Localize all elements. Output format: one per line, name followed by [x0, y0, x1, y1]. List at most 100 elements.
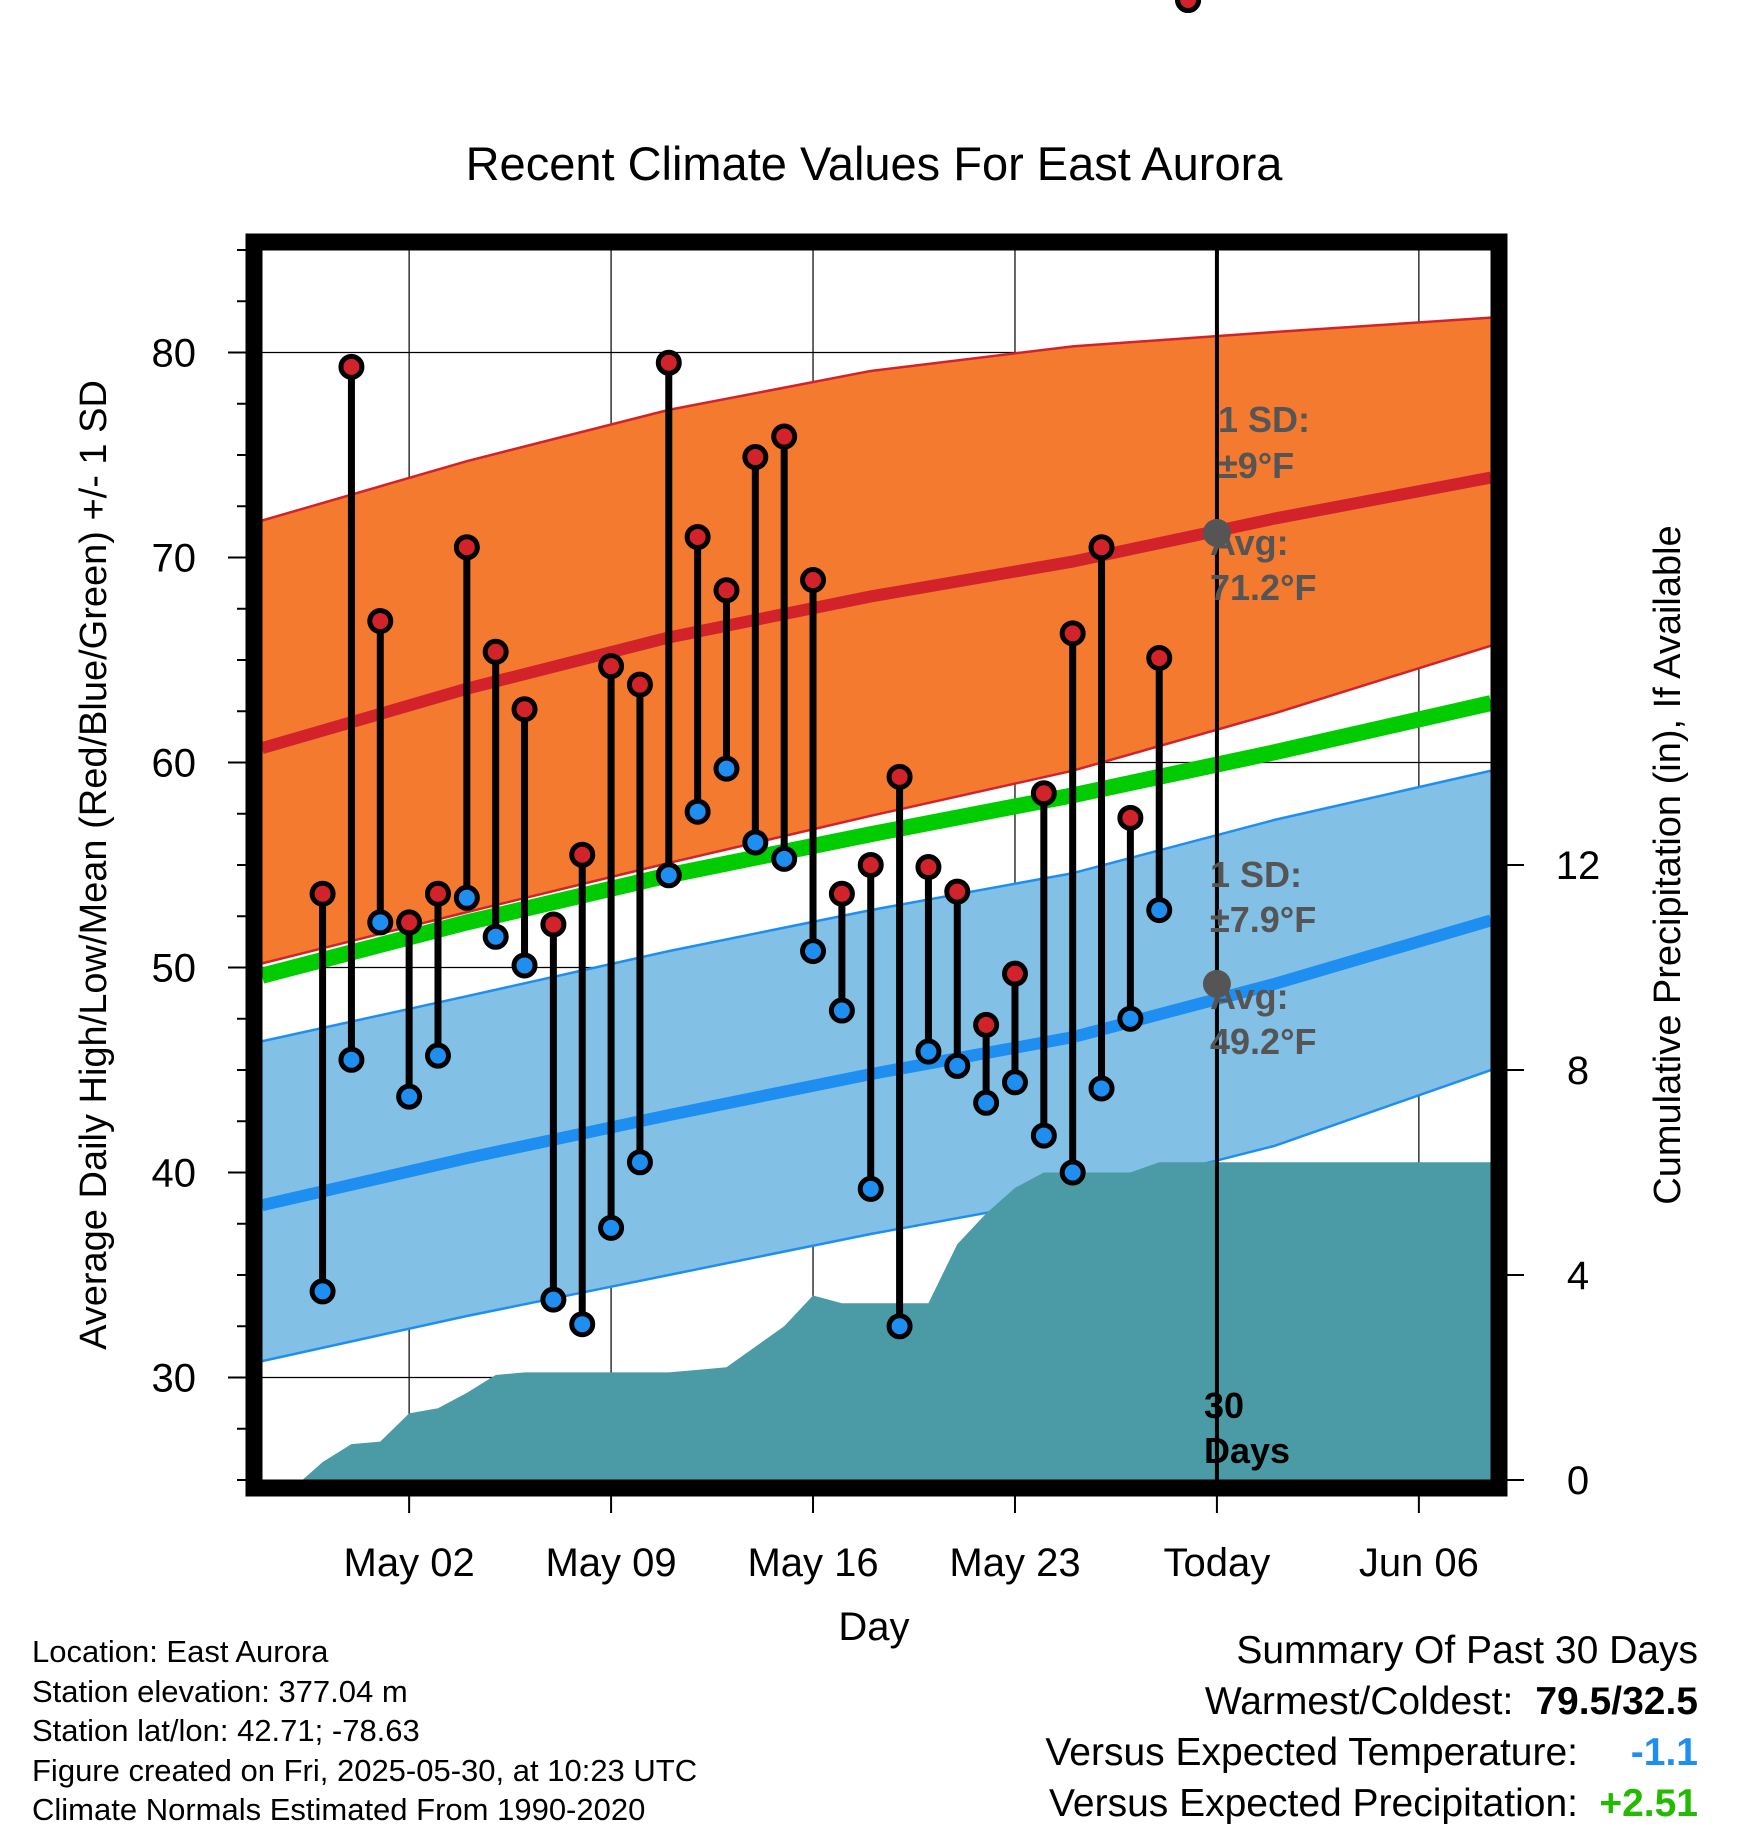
- annotation-low-avg: 49.2°F: [1210, 1021, 1316, 1062]
- high-sd-lower-edge: [262, 644, 1491, 965]
- latlon-text: Station lat/lon: 42.71; -78.63: [32, 1713, 420, 1748]
- low-temp-marker: [453, 884, 480, 911]
- plot-frame: [245, 233, 1508, 1497]
- x-tick-label: Jun 06: [1359, 1541, 1479, 1585]
- high-temp-marker: [713, 577, 740, 604]
- low-temp-marker: [915, 1038, 942, 1065]
- y2-tick-label: 8: [1567, 1049, 1589, 1093]
- low-temp-marker: [309, 1278, 336, 1305]
- low-temp-marker: [396, 1083, 423, 1110]
- high-temp-marker: [684, 524, 711, 550]
- high-temp-marker: [453, 534, 480, 561]
- precip-value: +2.51: [1599, 1782, 1698, 1825]
- high-temp-marker: [1117, 804, 1144, 831]
- location-text: Location: East Aurora: [32, 1634, 329, 1669]
- high-temp-marker: [886, 763, 913, 790]
- y2-axis-label: Cumulative Precipitation (in), If Availa…: [1647, 525, 1689, 1204]
- y-tick-label: 60: [152, 742, 197, 786]
- created-text: Figure created on Fri, 2025-05-30, at 10…: [32, 1752, 698, 1788]
- low-temp-marker: [771, 845, 798, 872]
- chart-labels: 30 40 50 60 70 80 0 4 8 12 May 02 May 09 May 16 May 2…: [73, 137, 1689, 1649]
- y-tick-label: 70: [152, 537, 197, 581]
- temp-value: -1.1: [1630, 1731, 1698, 1774]
- high-temp-marker: [800, 567, 827, 594]
- elevation-text: Station elevation: 377.04 m: [32, 1673, 408, 1709]
- low-sd-lower-edge: [262, 1068, 1491, 1363]
- x-axis-label: Day: [838, 1605, 909, 1649]
- summary-precip-row: Versus Expected Precipitation: +2.51: [1045, 1778, 1698, 1829]
- annotation-days: 30: [1204, 1385, 1244, 1426]
- high-temp-marker: [569, 841, 596, 868]
- normals-text: Climate Normals Estimated From 1990-2020: [32, 1792, 646, 1827]
- high-temp-marker: [309, 880, 336, 907]
- x-tick-label: May 02: [344, 1541, 475, 1585]
- high-temp-marker: [1001, 960, 1028, 987]
- low-sd-band: [262, 770, 1491, 1362]
- high-temp-marker: [857, 852, 884, 878]
- y-tick-label: 40: [152, 1152, 197, 1196]
- y-axis-label: Average Daily High/Low/Mean (Red/Blue/Gr…: [73, 380, 115, 1350]
- axes: [228, 233, 1524, 1513]
- high-sd-band: [262, 317, 1491, 964]
- x-tick-label: Today: [1164, 1541, 1271, 1585]
- annotation-high-sd: 1 SD:: [1218, 399, 1310, 440]
- summary-warm-cold-row: Warmest/Coldest: 79.5/32.5: [1045, 1676, 1698, 1727]
- low-temp-marker: [1001, 1069, 1028, 1096]
- annotation-high-avg: 71.2°F: [1210, 567, 1316, 608]
- low-temp-marker: [886, 1313, 913, 1340]
- low-temp-marker: [655, 862, 682, 889]
- warm-cold-value: 79.5/32.5: [1535, 1680, 1698, 1723]
- high-temp-marker: [944, 878, 971, 905]
- low-temp-marker: [1117, 1005, 1144, 1032]
- low-temp-marker: [713, 755, 740, 782]
- high-temp-marker: [424, 880, 451, 907]
- high-temp-marker: [1088, 534, 1115, 561]
- today-low-avg-marker: [1202, 969, 1231, 998]
- station-info: Location: East Aurora Station elevation:…: [32, 1632, 697, 1830]
- low-temp-marker: [684, 798, 711, 825]
- low-temp-marker: [482, 923, 509, 950]
- low-temp-marker: [1059, 1159, 1086, 1186]
- high-sd-upper-edge: [262, 316, 1491, 522]
- annotation-low-sd: ±7.9°F: [1210, 899, 1316, 940]
- low-temp-marker: [511, 952, 538, 979]
- annotation-days: Days: [1204, 1430, 1290, 1471]
- high-temp-marker: [771, 423, 798, 450]
- low-temp-marker: [1030, 1122, 1057, 1149]
- x-tick-label: May 16: [747, 1541, 878, 1585]
- high-temp-marker: [1175, 0, 1202, 13]
- y-tick-label: 50: [152, 947, 197, 991]
- high-temp-marker: [511, 696, 538, 723]
- low-temp-marker: [828, 997, 855, 1024]
- warm-cold-label: Warmest/Coldest:: [1204, 1680, 1514, 1723]
- high-temp-marker: [396, 909, 423, 936]
- precip-label: Versus Expected Precipitation:: [1049, 1782, 1578, 1825]
- high-temp-marker: [540, 911, 567, 938]
- high-temp-marker: [626, 671, 653, 698]
- high-temp-marker: [655, 349, 682, 376]
- low-temp-marker: [742, 829, 769, 856]
- low-temp-marker: [598, 1214, 625, 1241]
- low-temp-marker: [569, 1311, 596, 1338]
- chart-title: Recent Climate Values For East Aurora: [466, 137, 1284, 190]
- normal-bands: [262, 316, 1491, 1480]
- high-temp-marker: [973, 1011, 1000, 1038]
- high-temp-marker: [1059, 620, 1086, 647]
- high-temp-marker: [915, 854, 942, 881]
- low-temp-marker: [367, 909, 394, 936]
- today-high-avg-marker: [1202, 518, 1231, 547]
- low-temp-marker: [338, 1046, 365, 1073]
- summary-heading: Summary Of Past 30 Days: [1236, 1629, 1698, 1672]
- mean-normal-line: [262, 695, 1491, 984]
- summary-panel: Summary Of Past 30 Days Warmest/Coldest:…: [1045, 1625, 1698, 1829]
- low-temp-marker: [540, 1286, 567, 1313]
- summary-temp-row: Versus Expected Temperature: -1.1: [1045, 1727, 1698, 1778]
- low-temp-marker: [944, 1052, 971, 1079]
- low-temp-marker: [424, 1042, 451, 1069]
- x-tick-label: May 23: [949, 1541, 1080, 1585]
- high-temp-marker: [1030, 780, 1057, 807]
- annotation-high-avg: Avg:: [1210, 522, 1289, 563]
- temp-label: Versus Expected Temperature:: [1045, 1731, 1578, 1774]
- annotation-low-sd: 1 SD:: [1210, 854, 1302, 895]
- y-tick-label: 30: [152, 1357, 197, 1401]
